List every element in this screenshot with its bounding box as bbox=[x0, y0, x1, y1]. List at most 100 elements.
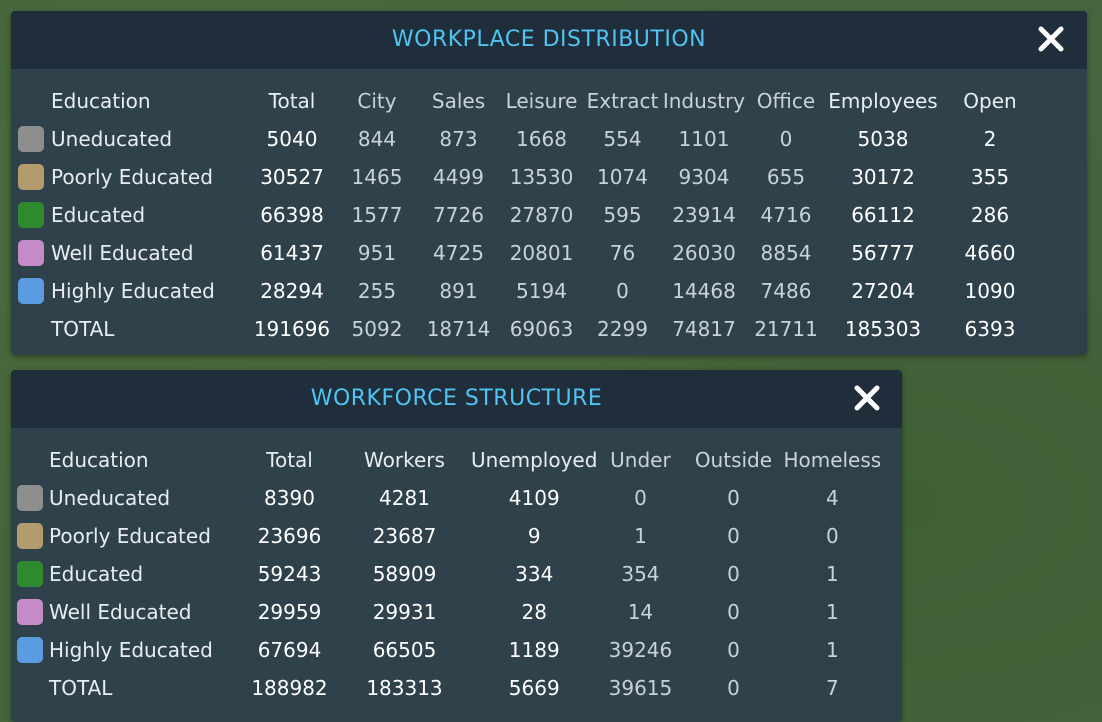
column-header: Workers bbox=[364, 448, 445, 472]
table-cell: 26030 bbox=[672, 241, 736, 265]
column-header: Office bbox=[756, 89, 816, 113]
education-color-swatch bbox=[18, 126, 44, 153]
column-header: Industry bbox=[662, 89, 746, 113]
table-cell: 0 bbox=[616, 279, 629, 303]
table-cell: 891 bbox=[439, 279, 478, 303]
total-row: TOTAL 191696 5092 18714 69063 2299 74817 21711 1… bbox=[11, 310, 1040, 348]
total-cell: 69063 bbox=[509, 317, 574, 341]
swatch-cell bbox=[11, 517, 49, 555]
table-cell: 0 bbox=[727, 524, 740, 548]
table-cell: 554 bbox=[603, 127, 642, 151]
column-header: Open bbox=[963, 89, 1017, 113]
table-cell: 1577 bbox=[351, 203, 403, 227]
table-cell: 39246 bbox=[608, 638, 673, 662]
table-cell: 30527 bbox=[260, 165, 324, 189]
table-cell: 0 bbox=[727, 600, 740, 624]
education-color-swatch bbox=[18, 164, 44, 191]
close-button[interactable] bbox=[1035, 23, 1067, 55]
workplace-distribution-panel: WORKPLACE DISTRIBUTION Education Total Cit… bbox=[11, 11, 1087, 355]
column-header: Leisure bbox=[505, 89, 578, 113]
table-cell: 4725 bbox=[433, 241, 484, 265]
table-row: Well Educated 61437 951 4725 20801 76 26030 885… bbox=[11, 234, 1040, 272]
table-cell: 23687 bbox=[372, 524, 437, 548]
close-icon bbox=[1038, 26, 1064, 52]
panel-title: WORKPLACE DISTRIBUTION bbox=[391, 27, 707, 52]
education-level-label: Uneducated bbox=[51, 127, 173, 151]
table-cell: 7486 bbox=[760, 279, 812, 303]
table-cell: 58909 bbox=[372, 562, 437, 586]
education-level-label: Poorly Educated bbox=[49, 524, 211, 548]
table-cell: 286 bbox=[970, 203, 1010, 227]
table-cell: 4281 bbox=[379, 486, 430, 510]
column-header: Outside bbox=[694, 448, 773, 472]
total-cell: 6393 bbox=[964, 317, 1016, 341]
column-header: Education bbox=[51, 89, 151, 113]
table-cell: 61437 bbox=[260, 241, 324, 265]
column-header: Under bbox=[610, 448, 671, 472]
table-cell: 28294 bbox=[260, 279, 324, 303]
panel-header: WORKFORCE STRUCTURE bbox=[11, 370, 902, 428]
education-color-swatch bbox=[17, 561, 43, 588]
column-header: Total bbox=[266, 448, 313, 472]
header-row: Education Total City Sales Leisure Extract Ind… bbox=[11, 82, 1040, 120]
table-cell: 59243 bbox=[257, 562, 322, 586]
table-row: Highly Educated 67694 66505 1189 39246 0 1 bbox=[11, 631, 881, 669]
swatch-cell bbox=[11, 593, 49, 631]
table-cell: 66505 bbox=[372, 638, 437, 662]
table-cell: 4716 bbox=[760, 203, 812, 227]
table-cell: 4660 bbox=[964, 241, 1016, 265]
table-cell: 8854 bbox=[760, 241, 812, 265]
table-cell: 0 bbox=[825, 524, 839, 548]
table-cell: 27204 bbox=[851, 279, 915, 303]
table-cell: 2 bbox=[983, 127, 997, 151]
table-cell: 5038 bbox=[857, 127, 909, 151]
swatch-spacer bbox=[11, 441, 49, 479]
total-cell: 188982 bbox=[251, 676, 328, 700]
education-level-label: Educated bbox=[51, 203, 146, 227]
column-header: Homeless bbox=[783, 448, 882, 472]
table-cell: 13530 bbox=[509, 165, 574, 189]
table-row: Uneducated 5040 844 873 1668 554 1101 0 5038 2 bbox=[11, 120, 1040, 158]
table-cell: 0 bbox=[634, 486, 647, 510]
total-cell: 0 bbox=[727, 676, 740, 700]
table-cell: 844 bbox=[357, 127, 397, 151]
table-cell: 5040 bbox=[266, 127, 318, 151]
table-cell: 27870 bbox=[509, 203, 574, 227]
panel-title: WORKFORCE STRUCTURE bbox=[310, 386, 603, 411]
table-cell: 76 bbox=[609, 241, 636, 265]
table-cell: 9 bbox=[527, 524, 541, 548]
total-cell: 5092 bbox=[351, 317, 403, 341]
table-row: Well Educated 29959 29931 28 14 0 1 bbox=[11, 593, 881, 631]
education-level-label: Educated bbox=[49, 562, 144, 586]
table-cell: 14468 bbox=[672, 279, 736, 303]
workforce-structure-panel: WORKFORCE STRUCTURE Education Total Worker… bbox=[11, 370, 902, 722]
table-cell: 14 bbox=[627, 600, 654, 624]
swatch-cell bbox=[11, 158, 51, 196]
education-level-label: Well Educated bbox=[49, 600, 192, 624]
table-cell: 0 bbox=[727, 562, 740, 586]
education-level-label: Well Educated bbox=[51, 241, 194, 265]
total-cell: 5669 bbox=[508, 676, 560, 700]
table-cell: 595 bbox=[603, 203, 642, 227]
close-button[interactable] bbox=[851, 382, 883, 414]
table-cell: 1 bbox=[825, 638, 839, 662]
table-cell: 1 bbox=[634, 524, 647, 548]
table-cell: 56777 bbox=[851, 241, 915, 265]
table-cell: 255 bbox=[357, 279, 397, 303]
education-level-label: Uneducated bbox=[49, 486, 171, 510]
table-cell: 4499 bbox=[433, 165, 484, 189]
table-cell: 4 bbox=[825, 486, 839, 510]
education-color-swatch bbox=[17, 485, 43, 512]
swatch-cell bbox=[11, 479, 49, 517]
swatch-spacer bbox=[11, 669, 49, 707]
header-row: Education Total Workers Unemployed Under Outs… bbox=[11, 441, 881, 479]
swatch-cell bbox=[11, 272, 51, 310]
table-row: Uneducated 8390 4281 4109 0 0 4 bbox=[11, 479, 881, 517]
table-cell: 23914 bbox=[672, 203, 736, 227]
total-label: TOTAL bbox=[49, 676, 113, 700]
table-cell: 1 bbox=[825, 562, 839, 586]
table-cell: 1 bbox=[825, 600, 839, 624]
table-cell: 28 bbox=[521, 600, 547, 624]
total-cell: 39615 bbox=[608, 676, 673, 700]
total-row: TOTAL 188982 183313 5669 39615 0 7 bbox=[11, 669, 881, 707]
